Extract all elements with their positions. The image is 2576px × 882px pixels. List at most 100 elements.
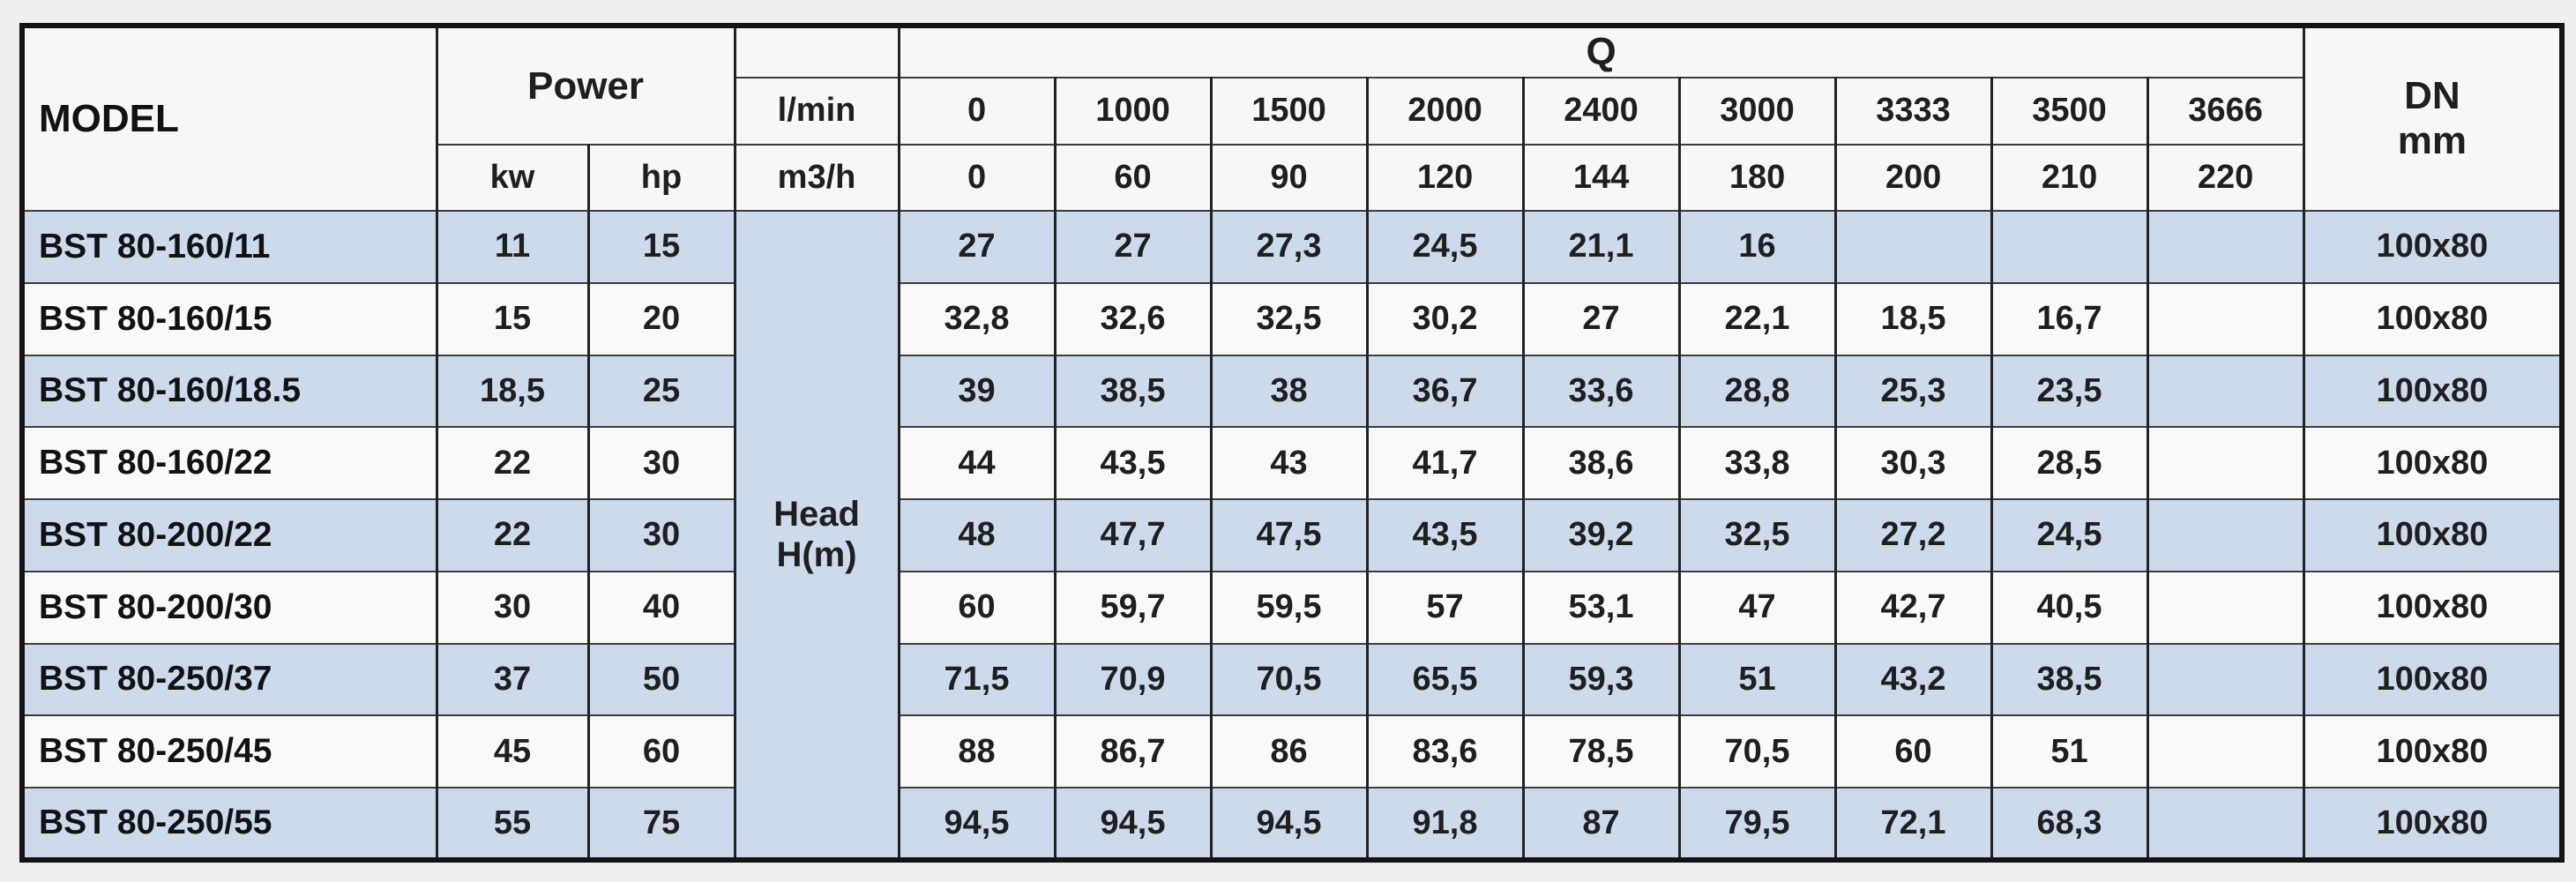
hp-cell: 20 (586, 281, 736, 356)
kw-cell: 45 (435, 714, 590, 789)
hp-cell: 75 (586, 787, 736, 861)
q-lmin-header-cell: 2400 (1521, 76, 1681, 146)
empty-header-cell (733, 25, 900, 78)
model-cell: BST 80-200/22 (20, 498, 438, 572)
kw-cell: 22 (435, 498, 590, 572)
hp-cell: 25 (586, 354, 736, 429)
q-m3h-header-cell: 144 (1521, 144, 1681, 212)
head-value-cell: 59,5 (1209, 570, 1369, 645)
model-cell: BST 80-200/30 (20, 570, 438, 645)
head-value-cell (2146, 570, 2305, 645)
head-value-cell: 44 (897, 426, 1057, 501)
head-value-cell: 43 (1209, 426, 1369, 501)
head-value-cell: 38,6 (1521, 426, 1681, 501)
kw-cell: 37 (435, 642, 590, 717)
head-axis-cell: Head H(m) (733, 209, 900, 862)
head-value-cell: 70,5 (1209, 642, 1369, 717)
model-cell: BST 80-250/37 (20, 642, 438, 717)
head-value-cell: 59,7 (1053, 570, 1213, 645)
head-value-cell: 32,6 (1053, 281, 1213, 356)
head-value-cell: 60 (897, 570, 1057, 645)
head-value-cell: 16,7 (1990, 281, 2149, 356)
head-value-cell (2146, 426, 2305, 501)
q-lmin-header-cell: 0 (897, 76, 1057, 146)
head-value-cell: 27,3 (1209, 209, 1369, 284)
header-row-m3h: kw hp m3/h 0 60 90 120 144 180 200 210 220 (22, 144, 2562, 212)
head-value-cell: 23,5 (1990, 354, 2149, 429)
head-value-cell: 65,5 (1365, 642, 1525, 717)
model-cell: BST 80-160/22 (20, 426, 438, 501)
head-value-cell: 18,5 (1833, 281, 1993, 356)
table-row: BST 80-250/45 45 60 88 86,7 86 83,6 78,5 70,5 60 5… (20, 714, 2564, 789)
head-value-cell (2146, 498, 2305, 572)
head-unit-label: H(m) (776, 534, 857, 574)
hp-cell: 50 (586, 642, 736, 717)
q-lmin-header-cell: 3500 (1990, 76, 2149, 146)
head-label: Head (773, 494, 860, 534)
head-value-cell: 79,5 (1677, 787, 1837, 861)
q-m3h-header-cell: 120 (1365, 144, 1525, 212)
table-row: BST 80-200/22 22 30 48 47,7 47,5 43,5 39,2 32,5 2… (20, 498, 2564, 572)
head-value-cell: 21,1 (1521, 209, 1681, 284)
table-row: BST 80-250/55 55 75 94,5 94,5 94,5 91,8 87 79,5 7… (20, 787, 2564, 861)
kw-cell: 55 (435, 787, 590, 861)
head-value-cell: 94,5 (1053, 787, 1213, 861)
kw-cell: 15 (435, 281, 590, 356)
head-value-cell: 68,3 (1990, 787, 2149, 861)
dn-column-header: DN mm (2302, 25, 2564, 212)
head-value-cell: 28,8 (1677, 354, 1837, 429)
head-value-cell: 41,7 (1365, 426, 1525, 501)
head-value-cell: 42,7 (1833, 570, 1993, 645)
head-value-cell: 27 (897, 209, 1057, 284)
model-column-header: MODEL (20, 25, 438, 212)
head-value-cell: 70,9 (1053, 642, 1213, 717)
power-unit-kw-label: kw (435, 144, 590, 212)
head-value-cell: 43,2 (1833, 642, 1993, 717)
head-value-cell: 39 (897, 354, 1057, 429)
head-value-cell: 51 (1990, 714, 2149, 789)
table-row: BST 80-250/37 37 50 71,5 70,9 70,5 65,5 59,3 51 4… (20, 642, 2564, 717)
table-row: BST 80-160/22 22 30 44 43,5 43 41,7 38,6 33,8 30,… (20, 426, 2564, 501)
head-value-cell (2146, 642, 2305, 717)
head-value-cell: 27 (1521, 281, 1681, 356)
q-m3h-header-cell: 180 (1677, 144, 1837, 212)
head-value-cell: 24,5 (1365, 209, 1525, 284)
model-cell: BST 80-250/45 (20, 714, 438, 789)
head-value-cell: 32,5 (1209, 281, 1369, 356)
model-cell: BST 80-160/11 (20, 209, 438, 284)
head-value-cell (1833, 209, 1993, 284)
head-value-cell: 94,5 (897, 787, 1057, 861)
kw-cell: 22 (435, 426, 590, 501)
head-value-cell: 57 (1365, 570, 1525, 645)
q-m3h-header-cell: 220 (2146, 144, 2305, 212)
hp-cell: 30 (586, 426, 736, 501)
head-value-cell: 43,5 (1053, 426, 1213, 501)
head-value-cell (2146, 209, 2305, 284)
head-value-cell: 33,6 (1521, 354, 1681, 429)
head-value-cell: 87 (1521, 787, 1681, 861)
head-value-cell: 47 (1677, 570, 1837, 645)
dn-header-stack: DN mm (2306, 74, 2559, 163)
head-value-cell: 47,7 (1053, 498, 1213, 572)
head-value-cell: 33,8 (1677, 426, 1837, 501)
head-value-cell: 24,5 (1990, 498, 2149, 572)
head-value-cell: 39,2 (1521, 498, 1681, 572)
head-value-cell: 78,5 (1521, 714, 1681, 789)
table-row: BST 80-160/15 15 20 32,8 32,6 32,5 30,2 27 22,1 1… (20, 281, 2564, 356)
q-m3h-header-cell: 90 (1209, 144, 1369, 212)
model-cell: BST 80-250/55 (20, 787, 438, 861)
head-value-cell: 71,5 (897, 642, 1057, 717)
q-column-header: Q (897, 25, 2305, 78)
q-lmin-header-cell: 3666 (2146, 76, 2305, 146)
header-row-lmin: l/min 0 1000 1500 2000 2400 3000 3333 3500 3666 (22, 76, 2562, 146)
head-value-cell: 30,2 (1365, 281, 1525, 356)
head-value-cell: 38,5 (1053, 354, 1213, 429)
kw-cell: 11 (435, 209, 590, 284)
head-value-cell (2146, 787, 2305, 861)
head-value-cell: 25,3 (1833, 354, 1993, 429)
dn-cell: 100x80 (2302, 281, 2564, 356)
header-row-q: MODEL Power Q DN mm (20, 24, 2564, 212)
head-value-cell: 28,5 (1990, 426, 2149, 501)
q-lmin-header-cell: 3000 (1677, 76, 1837, 146)
